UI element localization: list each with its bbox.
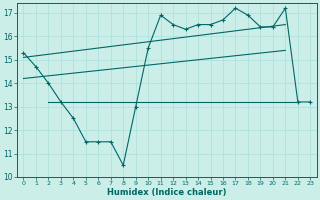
X-axis label: Humidex (Indice chaleur): Humidex (Indice chaleur) (107, 188, 227, 197)
